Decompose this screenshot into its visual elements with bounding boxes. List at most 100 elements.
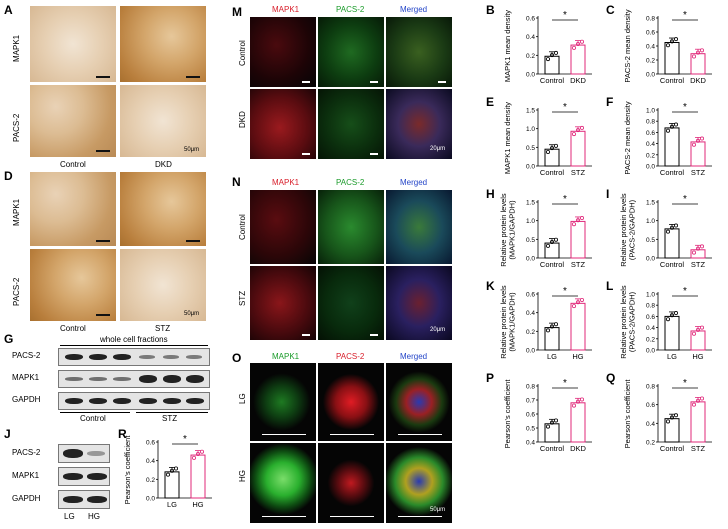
y-tick-label: 1.0 [526,218,535,225]
panel-g-group-control: Control [80,414,106,423]
panel-g-blot-pacs2 [58,348,210,366]
data-point [700,325,705,330]
blot-band [113,354,131,360]
y-axis-label: MAPK1 mean density [503,10,512,82]
chart-e: MAPK1 mean density 0.0 0.5 1.0 1.5 Control STZ… [503,102,592,177]
data-point [572,222,577,227]
blot-band [89,354,107,360]
panel-m-image-control-pacs2 [318,17,384,87]
panel-label-l: L [606,279,614,293]
panel-j-blot-pacs2 [58,444,110,463]
data-point [196,451,201,456]
scale-bar [370,153,378,155]
chart-l: Relative protein levels(PACS-2/GAPDH) 0.0… [619,285,712,361]
data-point [674,122,679,127]
panel-label-a: A [4,3,13,17]
bar-control [664,127,680,167]
data-point [576,399,581,404]
panel-g-blot-gapdh [58,392,210,410]
y-tick-label: 0.5 [526,145,535,152]
data-point [580,397,585,402]
data-point [576,218,581,223]
y-tick-label: 0.5 [526,426,535,433]
y-tick-label: 0.8 [526,384,535,391]
bar-control [544,148,560,167]
panel-label-i: I [606,187,610,201]
x-tick-label: Control [660,76,685,85]
panel-d-image-control-mapk1 [30,172,116,246]
data-point [692,402,697,407]
x-tick-label: Control [540,260,565,269]
bar-lg [544,327,560,351]
y-tick-label: 1.5 [526,108,535,115]
panel-o-col-label-pacs2: PACS-2 [336,352,365,361]
y-tick-label: 0.2 [646,58,655,65]
blot-band [163,375,181,383]
panel-d-image-stz-pacs2 [120,249,206,321]
data-point [166,472,171,477]
y-tick-label: 0.2 [526,329,535,336]
scale-bar [96,76,110,78]
y-axis-label: Relative protein levels(PACS-2/GAPDH) [619,193,637,267]
panel-j-blot-gapdh [58,490,110,509]
data-point [666,43,671,48]
data-point [670,415,675,420]
panel-j-row-label-gapdh: GAPDH [12,494,41,503]
panel-label-m: M [232,5,242,19]
x-tick-label: Control [660,444,685,453]
y-tick-label: 0.0 [646,348,655,355]
y-tick-label: 0.5 [526,237,535,244]
panel-n-col-label-pacs2: PACS-2 [336,178,365,187]
bar-hg [690,330,706,351]
blot-band [139,398,157,404]
bar-control [544,423,560,443]
y-tick-label: 0.8 [646,303,655,310]
scale-bar [370,334,378,336]
panel-j-lane-lg: LG [64,512,75,521]
panel-m-image-dkd-merged [386,89,452,159]
panel-g-group-line-stz [136,412,208,413]
x-tick-label: HG [692,352,703,361]
panel-label-p: P [486,371,495,385]
x-tick-label: HG [572,352,583,361]
scale-bar [302,81,310,83]
y-tick-label: 0.0 [646,256,655,263]
scale-bar [330,434,374,435]
scale-bar [438,81,446,83]
panel-n-col-label-merged: Merged [400,178,428,187]
data-point [546,328,551,333]
data-point [554,50,559,55]
y-tick-label: 0.6 [646,402,655,409]
blot-band [63,449,83,458]
panel-a-image-control-mapk1 [30,6,116,82]
y-tick-label: 0.6 [646,314,655,321]
panel-m-row-label-control: Control [238,40,247,66]
bar-stz [690,401,706,443]
scale-bar [96,314,110,316]
y-axis-label: Relative protein levels(PACS-2/GAPDH) [619,285,637,359]
panel-m-image-dkd-pacs2 [318,89,384,159]
panel-a-row-label-pacs2: PACS-2 [12,113,21,142]
x-tick-label: LG [667,352,677,361]
panel-o-col-label-merged: Merged [400,352,428,361]
bar-stz [570,220,586,259]
data-point [550,239,555,244]
data-point [580,39,585,44]
y-tick-label: 1.0 [646,218,655,225]
y-tick-label: 0.4 [646,421,655,428]
data-point [554,418,559,423]
scale-bar [96,150,110,152]
data-point [576,300,581,305]
blot-band [163,355,179,359]
data-point [674,37,679,42]
y-tick-label: 0.2 [146,477,155,484]
panel-d-row-label-pacs2: PACS-2 [12,277,21,306]
significance-star: * [683,286,687,297]
data-point [700,48,705,53]
panel-n-image-stz-pacs2 [318,266,384,340]
y-axis-label: Relative protein levels(MAPK1/GAPDH) [499,193,517,267]
panel-g-header-line [60,345,208,346]
x-tick-label: DKD [570,76,586,85]
significance-star: * [563,102,567,113]
x-tick-label: STZ [571,260,586,269]
